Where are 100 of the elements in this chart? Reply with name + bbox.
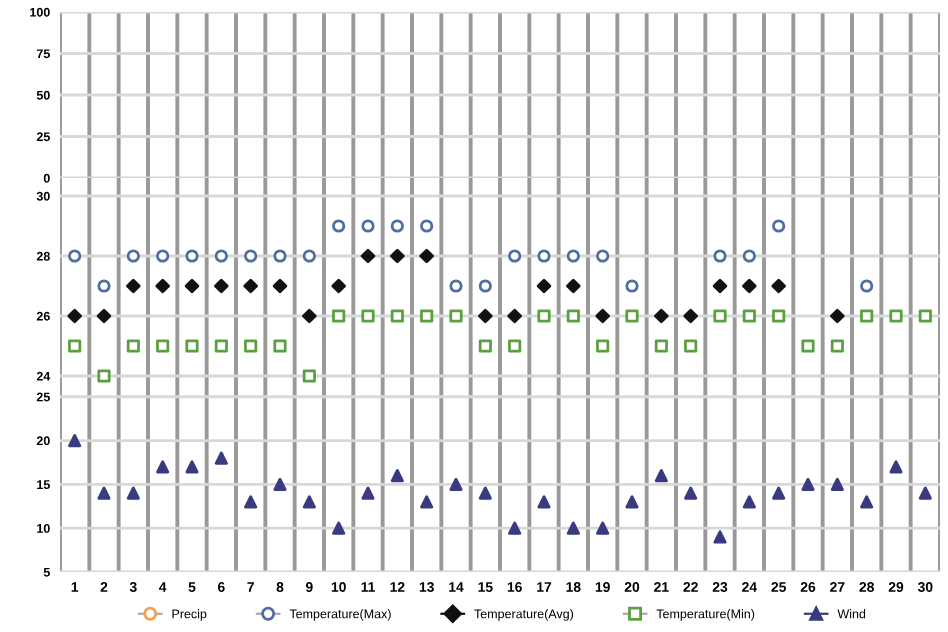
point bbox=[830, 308, 845, 324]
point bbox=[772, 219, 786, 233]
point bbox=[654, 339, 668, 353]
point bbox=[596, 249, 610, 263]
point bbox=[390, 309, 404, 323]
point bbox=[273, 249, 287, 263]
point bbox=[801, 339, 815, 353]
point bbox=[713, 249, 727, 263]
point bbox=[331, 278, 346, 294]
point bbox=[860, 279, 874, 293]
point bbox=[97, 369, 111, 383]
point bbox=[390, 219, 404, 233]
point bbox=[684, 486, 698, 500]
point bbox=[244, 495, 258, 509]
point bbox=[332, 309, 346, 323]
point bbox=[772, 309, 786, 323]
point bbox=[214, 339, 228, 353]
point bbox=[419, 248, 434, 264]
point bbox=[185, 460, 199, 474]
point bbox=[390, 248, 405, 264]
point bbox=[361, 486, 375, 500]
point bbox=[860, 309, 874, 323]
point bbox=[801, 477, 815, 491]
point bbox=[97, 486, 111, 500]
point bbox=[302, 308, 317, 324]
point bbox=[683, 308, 698, 324]
point bbox=[742, 309, 756, 323]
point bbox=[96, 308, 112, 324]
point bbox=[537, 309, 551, 323]
point bbox=[918, 309, 932, 323]
point bbox=[185, 249, 199, 263]
point bbox=[508, 521, 522, 535]
point bbox=[654, 308, 669, 324]
point bbox=[302, 495, 316, 509]
point bbox=[244, 339, 258, 353]
point bbox=[713, 530, 727, 544]
point bbox=[713, 309, 727, 323]
point bbox=[420, 219, 434, 233]
point bbox=[566, 309, 580, 323]
point bbox=[742, 249, 756, 263]
point bbox=[155, 278, 170, 294]
point bbox=[889, 460, 903, 474]
point bbox=[449, 477, 463, 491]
point bbox=[156, 460, 170, 474]
point bbox=[302, 369, 316, 383]
point bbox=[712, 278, 728, 294]
point bbox=[361, 309, 375, 323]
point bbox=[126, 339, 140, 353]
point bbox=[918, 486, 932, 500]
point bbox=[361, 219, 375, 233]
point bbox=[478, 339, 492, 353]
point bbox=[889, 309, 903, 323]
point bbox=[449, 309, 463, 323]
point bbox=[508, 249, 522, 263]
point bbox=[390, 469, 404, 483]
point bbox=[360, 248, 376, 264]
point bbox=[68, 433, 82, 448]
point bbox=[214, 278, 229, 294]
point bbox=[97, 279, 111, 293]
point bbox=[478, 486, 492, 500]
point bbox=[273, 339, 287, 353]
point bbox=[126, 249, 140, 263]
point bbox=[536, 278, 552, 294]
point bbox=[478, 279, 492, 293]
point bbox=[742, 278, 757, 294]
point bbox=[420, 495, 434, 509]
point bbox=[67, 308, 82, 324]
point bbox=[243, 278, 258, 294]
point bbox=[508, 339, 522, 353]
point bbox=[68, 339, 82, 353]
point bbox=[507, 308, 522, 324]
point bbox=[566, 278, 581, 294]
point bbox=[272, 278, 288, 294]
point bbox=[214, 249, 228, 263]
point bbox=[537, 495, 551, 509]
point bbox=[214, 451, 228, 465]
point bbox=[595, 308, 610, 324]
point bbox=[566, 521, 580, 535]
point bbox=[126, 486, 140, 500]
point bbox=[860, 495, 874, 509]
point bbox=[830, 339, 844, 353]
point bbox=[156, 339, 170, 353]
point bbox=[625, 279, 639, 293]
point bbox=[156, 249, 170, 263]
point bbox=[625, 309, 639, 323]
point bbox=[830, 477, 844, 491]
point bbox=[772, 486, 786, 500]
point bbox=[332, 219, 346, 233]
point bbox=[684, 339, 698, 353]
point bbox=[302, 249, 316, 263]
point bbox=[184, 278, 200, 294]
point bbox=[244, 249, 258, 263]
point bbox=[596, 339, 610, 353]
point bbox=[566, 249, 580, 263]
point bbox=[332, 521, 346, 535]
point bbox=[537, 249, 551, 263]
point bbox=[596, 521, 610, 535]
point bbox=[449, 279, 463, 293]
point bbox=[478, 308, 493, 324]
point bbox=[126, 278, 141, 294]
